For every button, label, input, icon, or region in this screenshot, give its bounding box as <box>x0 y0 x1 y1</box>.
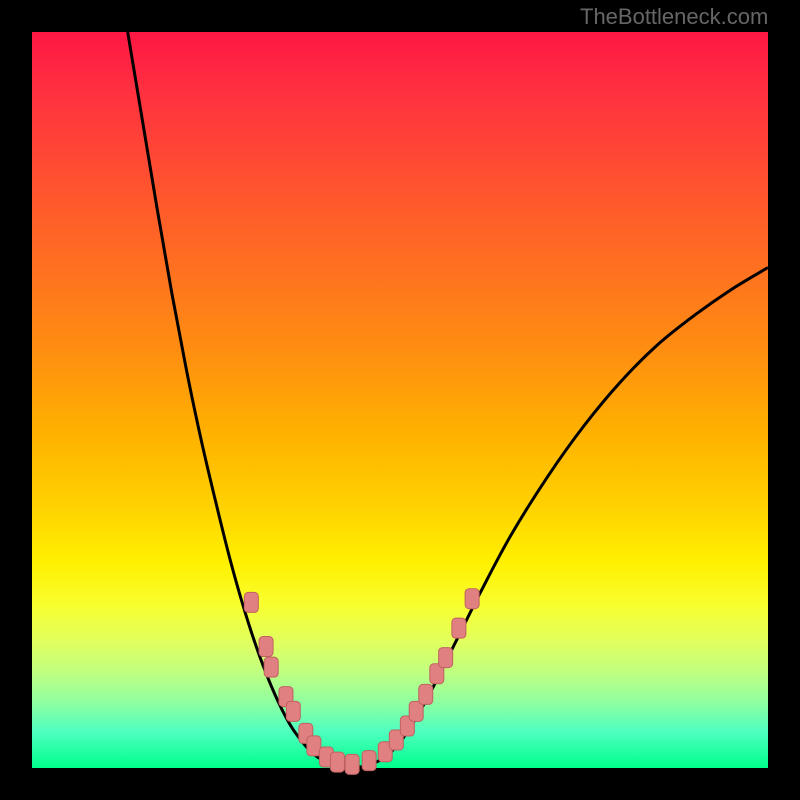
data-marker <box>465 589 479 609</box>
data-marker <box>439 648 453 668</box>
chart-svg <box>0 0 800 800</box>
data-marker <box>345 754 359 774</box>
data-marker <box>362 751 376 771</box>
data-marker <box>286 701 300 721</box>
data-marker <box>259 637 273 657</box>
data-marker <box>244 592 258 612</box>
chart-frame: TheBottleneck.com <box>0 0 800 800</box>
data-marker <box>264 657 278 677</box>
data-marker <box>330 752 344 772</box>
data-marker <box>307 736 321 756</box>
data-marker <box>419 684 433 704</box>
data-marker <box>452 618 466 638</box>
